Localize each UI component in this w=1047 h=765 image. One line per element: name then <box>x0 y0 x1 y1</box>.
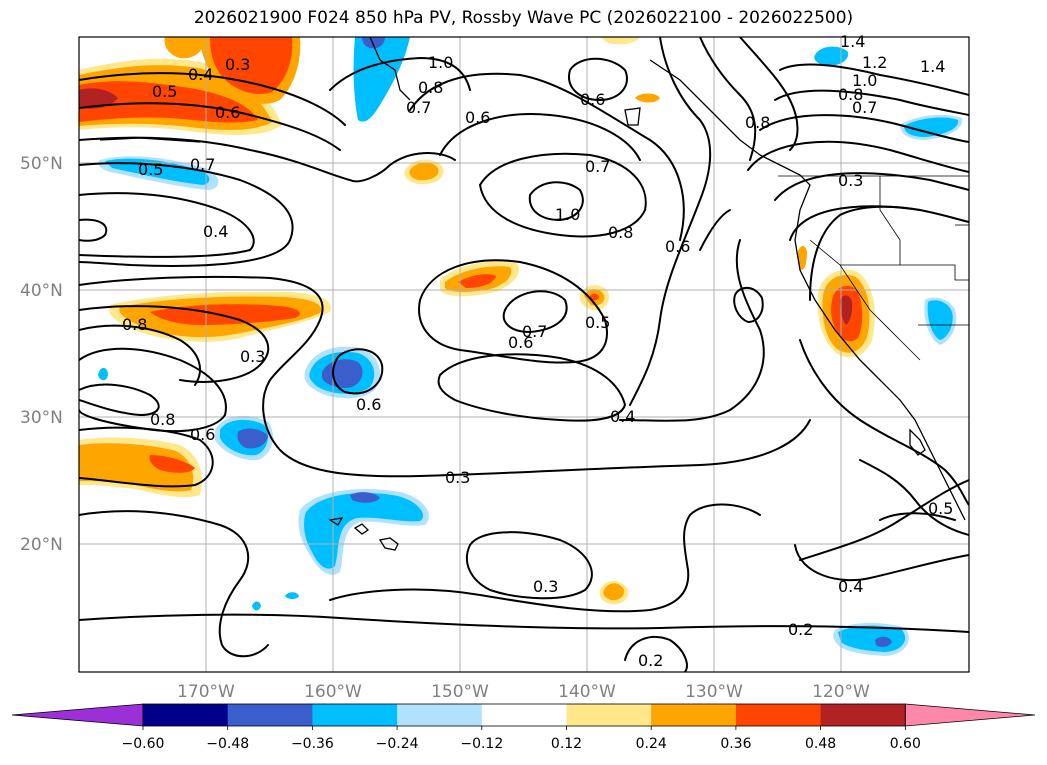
colorbar-extend-max <box>904 703 1036 727</box>
contour-label: 0.2 <box>788 620 813 639</box>
colorbar-segment <box>481 704 567 726</box>
colorbar-tick-label: −0.36 <box>291 736 334 752</box>
map-title: 2026021900 F024 850 hPa PV, Rossby Wave … <box>193 8 854 28</box>
colorbar-tick-label: 0.36 <box>720 736 751 752</box>
contour-label: 1.2 <box>862 53 887 72</box>
contour-label: 0.5 <box>928 499 953 518</box>
map-frame <box>78 36 970 673</box>
contour-label: 1.4 <box>920 57 945 76</box>
contour-label: 0.8 <box>608 223 633 242</box>
colorbar-tick-label: −0.48 <box>206 736 249 752</box>
lon-label-130w: 130°W <box>685 682 743 702</box>
contour-label: 1.0 <box>555 205 580 224</box>
graticule <box>79 37 969 672</box>
contour-label: 0.7 <box>522 322 547 341</box>
lat-label-20n: 20°N <box>20 535 63 555</box>
longitude-labels: 170°W 160°W 150°W 140°W 130°W 120°W <box>177 682 870 702</box>
colorbar-extend-min <box>11 703 144 727</box>
contour-label: 0.3 <box>240 347 265 366</box>
pv-contours <box>79 37 969 672</box>
contour-label: 0.6 <box>190 425 215 444</box>
contour-label: 0.5 <box>152 82 177 101</box>
contour-label: 0.7 <box>406 98 431 117</box>
colorbar-tick-label: −0.60 <box>122 736 165 752</box>
colorbar-segment <box>735 704 822 726</box>
contour-label: 0.6 <box>215 103 240 122</box>
contour-label: 0.8 <box>150 410 175 429</box>
lon-label-160w: 160°W <box>304 682 362 702</box>
lat-label-30n: 30°N <box>20 408 63 428</box>
contour-label: 0.6 <box>356 395 381 414</box>
contour-label: 0.3 <box>533 577 558 596</box>
colorbar-segment <box>227 704 313 726</box>
contour-label: 0.8 <box>418 78 443 97</box>
contour-label: 1.4 <box>840 32 865 51</box>
lat-label-50n: 50°N <box>20 154 63 174</box>
contour-label: 0.2 <box>638 651 663 670</box>
colorbar-tick-label: −0.24 <box>376 736 419 752</box>
contour-label: 0.5 <box>138 160 163 179</box>
colorbar-ticks: −0.60 −0.48 −0.36 −0.24 −0.12 0.12 0.24 0.36 0.4… <box>122 726 921 752</box>
contour-label: 0.8 <box>838 85 863 104</box>
contour-label: 0.7 <box>190 155 215 174</box>
lon-label-170w: 170°W <box>177 682 235 702</box>
contour-label: 0.6 <box>465 108 490 127</box>
contour-labels: 0.3 0.4 0.5 0.6 0.7 0.5 0.4 0.8 1.0 0.7 … <box>122 32 953 670</box>
contour-label: 0.4 <box>203 222 228 241</box>
lon-label-120w: 120°W <box>812 682 870 702</box>
colorbar-segment <box>566 704 652 726</box>
contour-label: 0.4 <box>610 407 635 426</box>
contour-label: 0.8 <box>122 315 147 334</box>
lon-label-150w: 150°W <box>431 682 489 702</box>
lon-label-140w: 140°W <box>558 682 616 702</box>
colorbar-segment <box>651 704 737 726</box>
contour-label: 0.4 <box>188 65 213 84</box>
contour-label: 0.5 <box>585 313 610 332</box>
political-borders <box>778 175 969 361</box>
contour-label: 0.3 <box>225 55 250 74</box>
colorbar-tick-label: 0.24 <box>636 736 667 752</box>
contour-label: 1.0 <box>428 53 453 72</box>
colorbar-tick-label: 0.60 <box>890 736 921 752</box>
colorbar-tick-label: 0.12 <box>551 736 582 752</box>
contour-label: 1.0 <box>852 71 877 90</box>
contour-label: 0.3 <box>838 171 863 190</box>
contour-label: 0.4 <box>838 577 863 596</box>
lat-label-40n: 40°N <box>20 281 63 301</box>
colorbar-segments <box>11 703 1036 727</box>
latitude-labels: 50°N 40°N 30°N 20°N <box>20 154 63 555</box>
colorbar-segment <box>820 704 906 726</box>
contour-label: 0.6 <box>580 90 605 109</box>
colorbar-segment <box>397 704 483 726</box>
contour-label: 0.6 <box>665 237 690 256</box>
contour-label: 0.3 <box>445 468 470 487</box>
colorbar-segment <box>143 704 229 726</box>
coastlines <box>99 37 966 551</box>
colorbar: −0.60 −0.48 −0.36 −0.24 −0.12 0.12 0.24 0.36 0.4… <box>11 703 1036 752</box>
colorbar-segment <box>312 704 398 726</box>
contour-label: 0.7 <box>585 157 610 176</box>
colorbar-tick-label: 0.48 <box>805 736 836 752</box>
contour-label: 0.6 <box>508 333 533 352</box>
contour-label: 0.7 <box>852 98 877 117</box>
contour-label: 0.8 <box>745 113 770 132</box>
colorbar-tick-label: −0.12 <box>460 736 503 752</box>
colorbar-frame <box>142 703 906 727</box>
shade-blue-top <box>353 37 410 122</box>
